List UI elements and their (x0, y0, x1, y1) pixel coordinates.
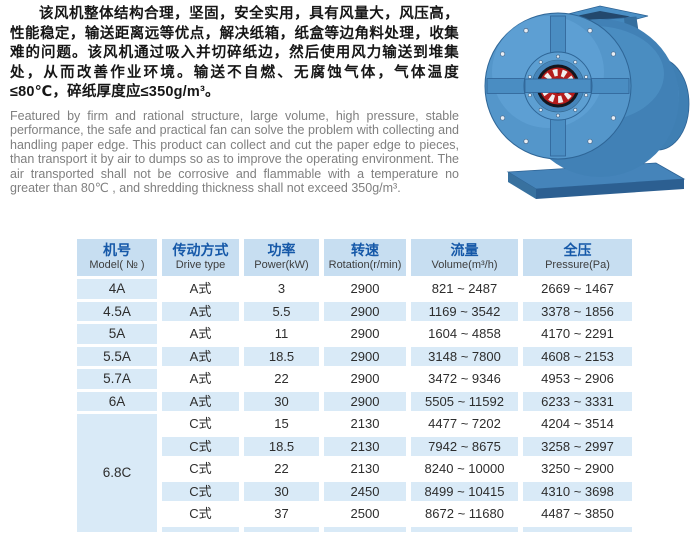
cell-drive: C式 (162, 504, 239, 524)
fan-base-left (508, 172, 536, 199)
table-row: 6A A式 30 2900 5505 ~ 11592 6233 ~ 3331 (77, 391, 632, 411)
cell-rotation: 2900 (324, 324, 406, 344)
cell-volume: 8240 ~ 10000 (411, 459, 518, 479)
cell-rotation: 2900 (324, 391, 406, 411)
cell-drive: A式 (162, 346, 239, 366)
cell-model-group-68c: 6.8C (77, 414, 157, 532)
strip-cell (244, 526, 319, 532)
cell-rotation: 2900 (324, 301, 406, 321)
cell-power: 22 (244, 369, 319, 389)
strip-cell (411, 526, 518, 532)
cell-pressure: 4608 ~ 2153 (523, 346, 632, 366)
cell-model: 5A (77, 324, 157, 344)
cell-rotation: 2130 (324, 414, 406, 434)
cell-rotation: 2900 (324, 279, 406, 299)
cell-model: 4.5A (77, 301, 157, 321)
cell-pressure: 4204 ~ 3514 (523, 414, 632, 434)
cell-pressure: 4953 ~ 2906 (523, 369, 632, 389)
cell-pressure: 2669 ~ 1467 (523, 279, 632, 299)
cell-power: 15 (244, 414, 319, 434)
cell-rotation: 2450 (324, 481, 406, 501)
cell-drive: C式 (162, 459, 239, 479)
cell-drive: A式 (162, 279, 239, 299)
cell-model: 6A (77, 391, 157, 411)
col-header-rotation: 转速 Rotation(r/min) (324, 239, 406, 276)
cell-power: 37 (244, 504, 319, 524)
cell-volume: 4477 ~ 7202 (411, 414, 518, 434)
cell-volume: 7942 ~ 8675 (411, 436, 518, 456)
table-bottom-strip (77, 526, 632, 532)
chinese-description: 该风机整体结构合理，坚固，安全实用，具有风量大，风压高，性能稳定，输送距离远等优… (10, 6, 459, 100)
cell-volume: 8672 ~ 11680 (411, 504, 518, 524)
cell-volume: 3148 ~ 7800 (411, 346, 518, 366)
cell-pressure: 4310 ~ 3698 (523, 481, 632, 501)
fan-inlet-guard-bar (524, 78, 592, 93)
cell-pressure: 4170 ~ 2291 (523, 324, 632, 344)
table-row: 5.7A A式 22 2900 3472 ~ 9346 4953 ~ 2906 (77, 369, 632, 389)
cell-drive: A式 (162, 324, 239, 344)
cell-rotation: 2900 (324, 346, 406, 366)
table-row: 5.5A A式 18.5 2900 3148 ~ 7800 4608 ~ 215… (77, 346, 632, 366)
cell-volume: 821 ~ 2487 (411, 279, 518, 299)
cell-volume: 3472 ~ 9346 (411, 369, 518, 389)
col-header-power: 功率 Power(kW) (244, 239, 319, 276)
col-header-volume: 流量 Volume(m³/h) (411, 239, 518, 276)
cell-model: 5.5A (77, 346, 157, 366)
cell-power: 18.5 (244, 346, 319, 366)
cell-power: 30 (244, 391, 319, 411)
cell-model: 5.7A (77, 369, 157, 389)
cell-power: 18.5 (244, 436, 319, 456)
cell-power: 5.5 (244, 301, 319, 321)
fan-spec-table: 机号 Model( № ) 传动方式 Drive type 功率 Power(kW) … (72, 236, 637, 535)
cell-volume: 8499 ~ 10415 (411, 481, 518, 501)
cell-power: 3 (244, 279, 319, 299)
table-row: 5A A式 11 2900 1604 ~ 4858 4170 ~ 2291 (77, 324, 632, 344)
strip-cell (523, 526, 632, 532)
cell-drive: C式 (162, 414, 239, 434)
cell-model: 4A (77, 279, 157, 299)
col-header-pressure: 全压 Pressure(Pa) (523, 239, 632, 276)
cell-volume: 1604 ~ 4858 (411, 324, 518, 344)
cell-pressure: 4487 ~ 3850 (523, 504, 632, 524)
cell-pressure: 3258 ~ 2997 (523, 436, 632, 456)
spec-table-header-row: 机号 Model( № ) 传动方式 Drive type 功率 Power(kW) … (77, 239, 632, 276)
table-row: C式 22 2130 8240 ~ 10000 3250 ~ 2900 (77, 459, 632, 479)
cell-drive: A式 (162, 369, 239, 389)
fan-product-image (478, 2, 696, 208)
col-header-model: 机号 Model( № ) (77, 239, 157, 276)
col-header-drive-type: 传动方式 Drive type (162, 239, 239, 276)
cell-pressure: 3250 ~ 2900 (523, 459, 632, 479)
strip-cell (162, 526, 239, 532)
fan-collar-bolts (528, 54, 589, 118)
cell-power: 11 (244, 324, 319, 344)
cell-drive: A式 (162, 301, 239, 321)
table-row: C式 18.5 2130 7942 ~ 8675 3258 ~ 2997 (77, 436, 632, 456)
cell-volume: 1169 ~ 3542 (411, 301, 518, 321)
cell-rotation: 2500 (324, 504, 406, 524)
cell-drive: A式 (162, 391, 239, 411)
fan-cross-braces (486, 15, 630, 157)
cell-pressure: 6233 ~ 3331 (523, 391, 632, 411)
cell-drive: C式 (162, 436, 239, 456)
english-description: Featured by firm and rational structure,… (10, 109, 459, 196)
cell-rotation: 2900 (324, 369, 406, 389)
table-row: 6.8C C式 15 2130 4477 ~ 7202 4204 ~ 3514 (77, 414, 632, 532)
centrifugal-fan-illustration (484, 5, 690, 199)
cell-pressure: 3378 ~ 1856 (523, 301, 632, 321)
table-row: 4.5A A式 5.5 2900 1169 ~ 3542 3378 ~ 1856 (77, 301, 632, 321)
cell-volume: 5505 ~ 11592 (411, 391, 518, 411)
fan-base-front (536, 179, 684, 199)
cell-power: 22 (244, 459, 319, 479)
strip-cell (324, 526, 406, 532)
cell-rotation: 2130 (324, 436, 406, 456)
cell-power: 30 (244, 481, 319, 501)
table-row: 4A A式 3 2900 821 ~ 2487 2669 ~ 1467 (77, 279, 632, 299)
table-row: C式 37 2500 8672 ~ 11680 4487 ~ 3850 (77, 504, 632, 524)
cell-drive: C式 (162, 481, 239, 501)
table-row: C式 30 2450 8499 ~ 10415 4310 ~ 3698 (77, 481, 632, 501)
cell-rotation: 2130 (324, 459, 406, 479)
